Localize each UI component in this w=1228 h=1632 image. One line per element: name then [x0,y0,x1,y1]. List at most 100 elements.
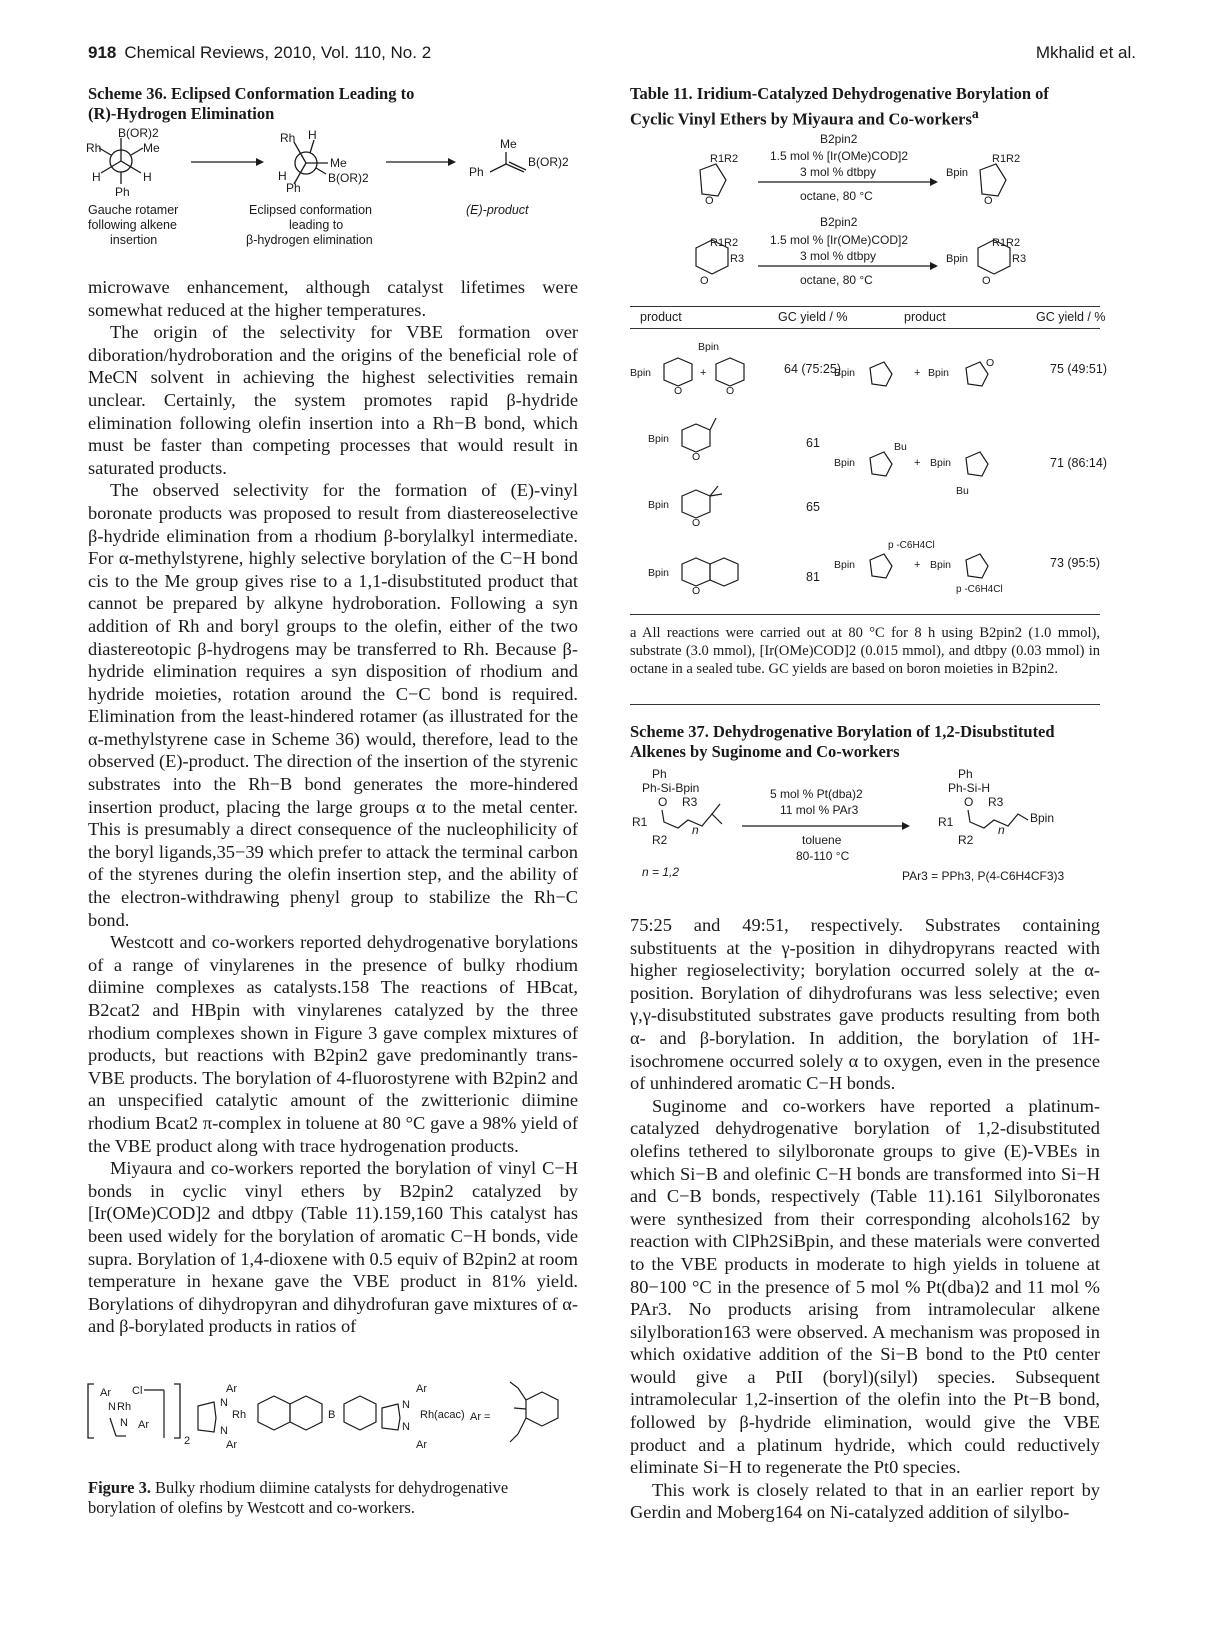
svg-text:Bpin: Bpin [834,457,855,469]
scheme36-ph-label: Ph [115,185,130,199]
running-header-authors: Mkhalid et al. [1035,43,1136,62]
svg-text:R3: R3 [682,795,698,809]
figure3-structures: 2 Ar Cl N Rh N Ar Ar N Rh N Ar B Ar N N … [87,1381,559,1451]
table11-reaction-schemes: R1R2 O B2pin2 1.5 mol % [Ir(OMe)COD]2 3 … [695,132,1026,287]
svg-text:Cl: Cl [132,1385,142,1397]
table11-cell-r4-yield-right: 73 (95:5) [1050,556,1101,570]
svg-text:Ph: Ph [652,767,667,781]
svg-text:R1R2: R1R2 [710,153,738,165]
svg-text:toluene: toluene [802,833,842,847]
eclipsed-label-1: Eclipsed conformation [249,203,372,217]
svg-text:R1: R1 [938,815,954,829]
svg-text:Ar: Ar [416,1439,427,1451]
svg-text:p -C6H4Cl: p -C6H4Cl [956,584,1003,595]
table11-col-product-1: product [640,310,682,324]
newman-projection-gauche: B(OR)2 Rh Me H H Ph [86,126,160,199]
svg-text:Ph: Ph [469,165,484,179]
svg-text:80-110 °C: 80-110 °C [796,849,850,863]
svg-text:Bpin: Bpin [648,433,669,445]
svg-text:Ar: Ar [226,1383,237,1395]
scheme36-bor2-label-2: B(OR)2 [328,171,369,185]
svg-text:N: N [120,1417,128,1429]
scheme36-h-label-3: H [308,128,317,142]
figure3-caption-text: Bulky rhodium diimine catalysts for dehy… [88,1478,509,1517]
svg-text:Ar: Ar [226,1439,237,1451]
svg-text:Ph-Si-H: Ph-Si-H [948,781,990,795]
svg-text:R3: R3 [730,253,744,265]
svg-text:Bpin: Bpin [946,253,968,265]
eclipsed-label-2: leading to [289,218,343,232]
svg-text:Bu: Bu [894,441,907,453]
svg-text:O: O [692,517,700,529]
svg-text:5 mol % Pt(dba)2: 5 mol % Pt(dba)2 [770,787,863,801]
svg-text:R1: R1 [632,815,648,829]
table11-top-rule [630,306,1100,307]
scheme36-caption: Scheme 36. Eclipsed Conformation Leading… [88,84,415,123]
svg-text:Rh(acac): Rh(acac) [420,1409,465,1421]
table11-bottom-rule [630,614,1100,615]
table11-cell-r2-yield-right: 71 (86:14) [1050,456,1107,470]
svg-text:Bpin: Bpin [930,457,951,469]
svg-text:Bpin: Bpin [1030,811,1054,825]
scheme36-h-label-1: H [92,170,101,184]
figure3-label: Figure 3. [88,1478,151,1497]
svg-text:O: O [658,795,667,809]
running-header-left: 918 Chemical Reviews, 2010, Vol. 110, No.… [88,43,431,63]
svg-text:O: O [984,195,993,207]
svg-text:PAr3 = PPh3, P(4-C6H4CF3)3: PAr3 = PPh3, P(4-C6H4CF3)3 [902,869,1065,883]
svg-text:Me: Me [500,137,517,151]
svg-text:octane, 80 °C: octane, 80 °C [800,189,873,203]
scheme36-ph-label-2: Ph [286,181,301,195]
svg-text:O: O [986,357,994,369]
svg-text:O: O [692,585,700,597]
scheme37-diagram: Ph Ph-Si-Bpin O R3 R1 R2 n 5 mol % Pt(db… [632,767,1065,883]
table11-end-rule [630,704,1100,705]
svg-text:B(OR)2: B(OR)2 [528,155,569,169]
svg-text:1.5 mol % [Ir(OMe)COD]2: 1.5 mol % [Ir(OMe)COD]2 [770,233,908,247]
table11-footnote: a All reactions were carried out at 80 °… [630,625,1100,677]
scheme36-me-label-2: Me [330,156,347,170]
svg-text:+: + [914,559,920,571]
svg-text:N: N [220,1397,228,1409]
scheme36-bor2-label: B(OR)2 [118,126,159,140]
table11-cell-r1-yield-right: 75 (49:51) [1050,362,1107,376]
e-product-label: (E)-product [466,203,529,217]
left-paragraph-1: microwave enhancement, although catalyst… [88,277,578,320]
svg-text:n: n [998,823,1005,837]
svg-text:N: N [402,1421,410,1433]
left-paragraph-2: The origin of the selectivity for VBE fo… [88,322,578,478]
svg-text:N: N [108,1401,116,1413]
right-paragraph-1: 75:25 and 49:51, respectively. Substrate… [630,915,1100,1094]
scheme36-rh-label-2: Rh [280,131,295,145]
svg-text:R3: R3 [988,795,1004,809]
svg-text:R2: R2 [652,833,668,847]
svg-text:Bpin: Bpin [698,341,719,353]
figure3-caption: Figure 3. Bulky rhodium diimine catalysts… [88,1478,578,1518]
svg-text:R2: R2 [958,833,974,847]
eclipsed-label-3: β-hydrogen elimination [246,233,373,247]
scheme36-me-label: Me [143,141,160,155]
svg-text:p -C6H4Cl: p -C6H4Cl [888,540,935,551]
journal-citation: Chemical Reviews, 2010, Vol. 110, No. 2 [124,43,432,62]
left-paragraph-4: Westcott and co-workers reported dehydro… [88,932,578,1156]
left-paragraph-3: The observed selectivity for the formati… [88,480,578,930]
gauche-label-3: insertion [110,233,157,247]
scheme37-caption: Scheme 37. Dehydrogenative Borylation of… [630,722,1055,761]
table11-col-product-2: product [904,310,946,324]
svg-text:Bpin: Bpin [930,559,951,571]
svg-text:O: O [700,275,709,287]
svg-text:Ar: Ar [100,1387,111,1399]
svg-text:O: O [674,385,682,397]
svg-text:R1R2: R1R2 [992,237,1020,249]
scheme36-diagram: B(OR)2 Rh Me H H Ph Rh H Me B(OR)2 H Ph … [86,126,569,247]
right-column-body: 75:25 and 49:51, respectively. Substrate… [630,914,1100,1524]
page-number: 918 [88,43,117,62]
svg-text:O: O [705,195,714,207]
svg-text:Ph: Ph [958,767,973,781]
scheme36-h-label-4: H [278,169,287,183]
svg-text:B: B [328,1409,335,1421]
gauche-label-2: following alkene [88,218,177,232]
svg-text:2: 2 [184,1435,190,1447]
scheme36-h-label-2: H [143,170,152,184]
svg-text:O: O [726,385,734,397]
